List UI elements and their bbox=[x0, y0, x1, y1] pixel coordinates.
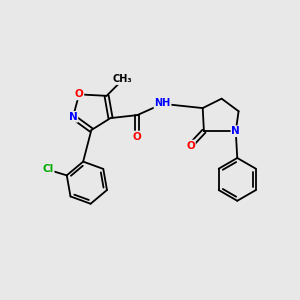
Text: O: O bbox=[133, 131, 142, 142]
Text: Cl: Cl bbox=[42, 164, 54, 173]
Text: O: O bbox=[186, 140, 195, 151]
Text: NH: NH bbox=[154, 98, 171, 108]
Text: N: N bbox=[69, 112, 77, 122]
Text: N: N bbox=[231, 126, 240, 136]
Text: CH₃: CH₃ bbox=[112, 74, 132, 84]
Text: O: O bbox=[75, 89, 83, 99]
